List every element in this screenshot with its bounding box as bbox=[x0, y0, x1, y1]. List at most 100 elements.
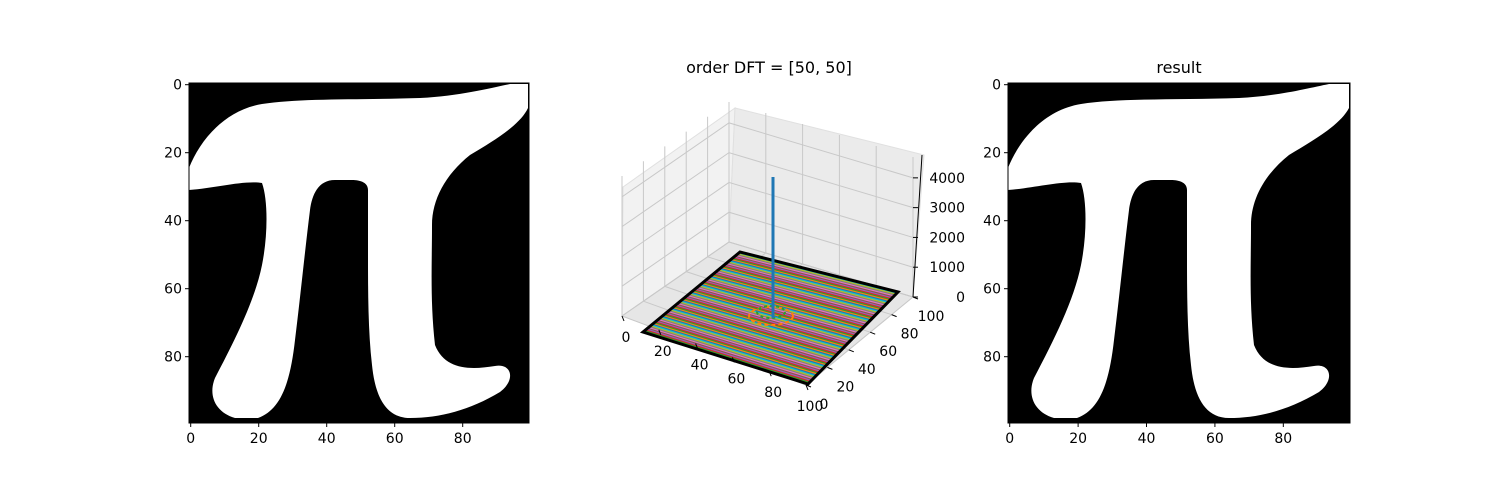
surface-line bbox=[734, 255, 894, 298]
y3d-tick-mark bbox=[891, 314, 897, 318]
pi-glyph bbox=[189, 84, 528, 418]
surface-line bbox=[671, 307, 836, 358]
surface-line bbox=[728, 260, 888, 304]
surface-line bbox=[672, 306, 837, 357]
z3d-tick-label: 2000 bbox=[929, 230, 965, 246]
surface-line bbox=[655, 320, 820, 373]
surface-line bbox=[729, 259, 889, 303]
surface-line bbox=[670, 307, 835, 359]
right-x-tick-label: 20 bbox=[1069, 431, 1087, 447]
surface-line bbox=[680, 299, 844, 349]
surface-line bbox=[715, 271, 876, 316]
y3d-tick-mark bbox=[805, 384, 812, 388]
z3d-tick-label: 1000 bbox=[929, 260, 965, 276]
surface-line bbox=[708, 276, 870, 323]
right-y-tick-label: 20 bbox=[983, 146, 1001, 162]
surface-line bbox=[686, 295, 849, 344]
left-x-tick-label: 40 bbox=[318, 431, 336, 447]
x3d-tick-mark bbox=[621, 315, 625, 322]
left-y-tick-label: 20 bbox=[164, 146, 182, 162]
right-y-tick-label: 0 bbox=[992, 78, 1001, 94]
surface-line bbox=[723, 264, 883, 309]
surface-line bbox=[658, 318, 823, 371]
surface-line bbox=[695, 287, 857, 336]
left-y-ticks: 0 20 40 60 80 bbox=[164, 78, 189, 366]
surface-line bbox=[703, 280, 865, 327]
x3d-tick-label: 40 bbox=[691, 358, 709, 374]
surface-line bbox=[667, 310, 832, 361]
surface-line bbox=[669, 308, 834, 360]
surface-line bbox=[700, 283, 863, 330]
surface-line bbox=[735, 254, 895, 297]
surface-line bbox=[660, 316, 825, 369]
left-x-ticks: 0 20 40 60 80 bbox=[186, 423, 472, 447]
left-y-tick-label: 0 bbox=[173, 78, 182, 94]
surface-line bbox=[721, 266, 882, 311]
y3d-tick-label: 0 bbox=[820, 397, 829, 413]
left-x-tick-label: 20 bbox=[250, 431, 268, 447]
x3d-tick-label: 80 bbox=[764, 385, 782, 401]
surface-line bbox=[722, 265, 883, 310]
right-image-panel: result 0 20 40 60 80 0 20 40 60 80 bbox=[983, 58, 1351, 447]
right-y-tick-label: 80 bbox=[983, 350, 1001, 366]
surface-line bbox=[667, 311, 831, 362]
x3d-tick-label: 20 bbox=[654, 344, 672, 360]
surface-line bbox=[696, 287, 858, 335]
surface-line bbox=[653, 322, 819, 375]
x3d-tick-mark bbox=[805, 384, 809, 391]
surface-line bbox=[684, 296, 847, 346]
surface-line bbox=[652, 323, 818, 376]
dft-title: order DFT = [50, 50] bbox=[686, 58, 852, 77]
surface-line bbox=[673, 305, 838, 356]
surface-line bbox=[663, 314, 828, 366]
3d-axis-ticks: 0204060801000204060801000100020003000400… bbox=[621, 154, 965, 415]
left-x-tick-label: 60 bbox=[386, 431, 404, 447]
pi-image bbox=[189, 83, 529, 423]
surface-line bbox=[675, 303, 839, 354]
surface-line bbox=[727, 261, 887, 305]
surface-line bbox=[709, 275, 871, 322]
x3d-tick-mark bbox=[658, 329, 662, 335]
left-image-panel: 0 20 40 60 80 0 20 40 60 80 bbox=[164, 78, 530, 447]
result-image bbox=[1008, 83, 1350, 423]
surface-line bbox=[685, 295, 848, 345]
result-title: result bbox=[1156, 58, 1201, 77]
surface-line bbox=[683, 297, 847, 347]
left-x-tick-label: 80 bbox=[454, 431, 472, 447]
x3d-tick-mark bbox=[731, 357, 735, 363]
surface-line bbox=[732, 256, 892, 300]
dft-peak bbox=[748, 177, 794, 326]
surface-line bbox=[668, 309, 833, 360]
right-x-tick-label: 60 bbox=[1206, 431, 1224, 447]
y3d-tick-mark bbox=[848, 349, 854, 353]
surface-line bbox=[676, 303, 840, 353]
y3d-tick-label: 40 bbox=[858, 362, 876, 378]
x3d-tick-mark bbox=[768, 371, 772, 377]
surface-line bbox=[705, 279, 867, 326]
surface-line bbox=[688, 293, 851, 342]
z3d-axis-line bbox=[912, 154, 923, 298]
surface-line bbox=[678, 301, 842, 351]
dft-3d-panel: order DFT = [50, 50] 0204060801000204060… bbox=[620, 58, 965, 415]
surface-line bbox=[706, 278, 868, 325]
surface-line bbox=[662, 315, 827, 367]
surface-line bbox=[732, 257, 892, 301]
y3d-tick-mark bbox=[870, 331, 876, 335]
right-x-tick-label: 40 bbox=[1138, 431, 1156, 447]
surface-line bbox=[713, 272, 874, 318]
surface-line bbox=[694, 288, 856, 337]
dft-surface-lines bbox=[642, 251, 899, 385]
surface-line bbox=[719, 267, 880, 313]
dft-surface-border bbox=[639, 250, 901, 386]
x3d-tick-mark bbox=[695, 343, 699, 349]
surface-line bbox=[689, 292, 852, 341]
x3d-tick-label: 0 bbox=[622, 330, 631, 346]
surface-line bbox=[698, 285, 860, 333]
surface-line bbox=[682, 298, 846, 348]
z3d-tick-label: 4000 bbox=[929, 171, 965, 187]
surface-line bbox=[647, 327, 813, 381]
surface-line bbox=[659, 317, 824, 370]
surface-line bbox=[657, 319, 822, 372]
floor-grid-x bbox=[805, 296, 914, 386]
left-y-tick-label: 40 bbox=[164, 214, 182, 230]
